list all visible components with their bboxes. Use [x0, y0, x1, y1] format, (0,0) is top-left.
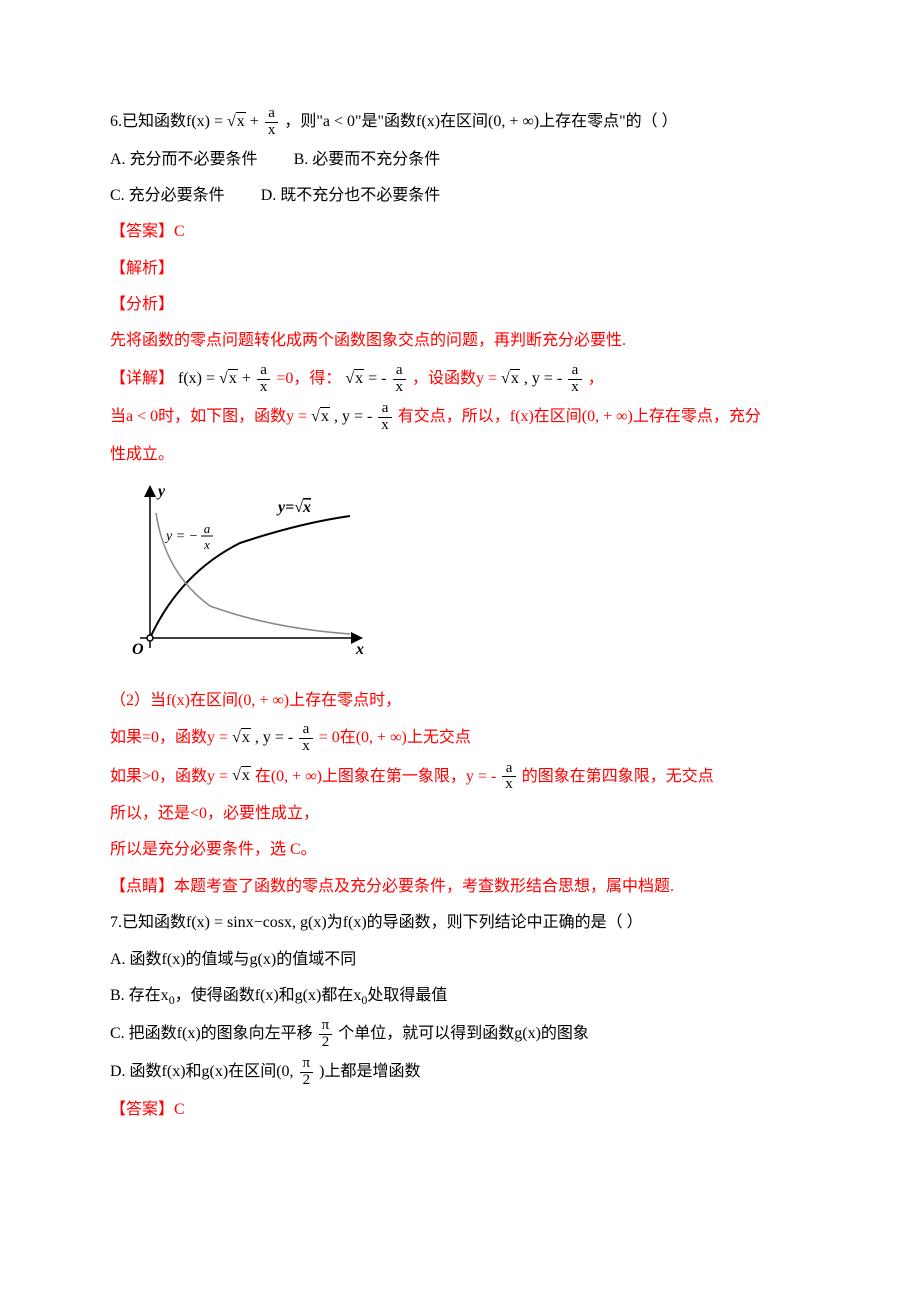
para-6: 所以是充分必要条件，选 C。 [110, 835, 810, 865]
q6-options-2: C. 充分必要条件 D. 既不充分也不必要条件 [110, 181, 810, 211]
origin-label: O [132, 641, 144, 658]
answer-6: 【答案】C [110, 217, 810, 247]
option-C: C. 充分必要条件 [110, 187, 225, 204]
hyperbola-label-pre: y = − [164, 529, 198, 544]
sqrt-curve-label: y=√x [276, 499, 311, 516]
q7-option-C: C. 把函数f(x)的图象向左平移 π2 个单位，就可以得到函数g(x)的图象 [110, 1018, 810, 1051]
para-4: 如果>0，函数y = x 在(0, + ∞)上图象在第一象限，y = - ax … [110, 761, 810, 794]
axis-y-label: y [156, 483, 166, 500]
dianjing-6: 【点睛】本题考查了函数的零点及充分必要条件，考查数形结合思想，属中档题. [110, 872, 810, 902]
option-B: B. 必要而不充分条件 [294, 151, 441, 168]
jiexi-6: 【解析】 [110, 254, 810, 284]
xiangjie-6-line2: 当a < 0时，如下图，函数y = x , y = - ax 有交点，所以，f(… [110, 401, 810, 434]
frac-a-x: ax [265, 106, 279, 139]
svg-text:x: x [203, 537, 210, 552]
graph-svg: y x O y=√x y = − a x [110, 478, 370, 668]
option-D: D. 既不充分也不必要条件 [261, 187, 441, 204]
q7-option-B: B. 存在x0，使得函数f(x)和g(x)都在x0处取得最值 [110, 981, 810, 1012]
sqrt-x: x [227, 107, 246, 137]
para-3: 如果=0，函数y = x , y = - ax = 0在(0, + ∞)上无交点 [110, 722, 810, 755]
fenxi-6-label: 【分析】 [110, 290, 810, 320]
svg-text:a: a [204, 521, 211, 536]
question-7-stem: 7.已知函数f(x) = sinx−cosx, g(x)为f(x)的导函数，则下… [110, 908, 810, 938]
xiangjie-label: 【详解】 [110, 370, 174, 387]
q7-option-D: D. 函数f(x)和g(x)在区间(0, π2 )上都是增函数 [110, 1056, 810, 1089]
function-graph: y x O y=√x y = − a x [110, 478, 810, 679]
xiangjie-6-line3: 性成立。 [110, 440, 810, 470]
option-A: A. 充分而不必要条件 [110, 151, 258, 168]
question-6-stem: 6.已知函数f(x) = x + ax ，则"a < 0"是"函数f(x)在区间… [110, 106, 810, 139]
q7-option-A: A. 函数f(x)的值域与g(x)的值域不同 [110, 945, 810, 975]
xiangjie-6-line1: 【详解】 f(x) = x + ax =0，得： x = - ax ，设函数y … [110, 363, 810, 396]
q6-prefix: 6.已知函数f(x) = [110, 113, 227, 130]
para-2: （2）当f(x)在区间(0, + ∞)上存在零点时， [110, 686, 810, 716]
para-5: 所以，还是<0，必要性成立， [110, 799, 810, 829]
q6-options-1: A. 充分而不必要条件 B. 必要而不充分条件 [110, 145, 810, 175]
fenxi-6-text: 先将函数的零点问题转化成两个函数图象交点的问题，再判断充分必要性. [110, 326, 810, 356]
axis-x-label: x [355, 641, 364, 658]
answer-7: 【答案】C [110, 1095, 810, 1125]
